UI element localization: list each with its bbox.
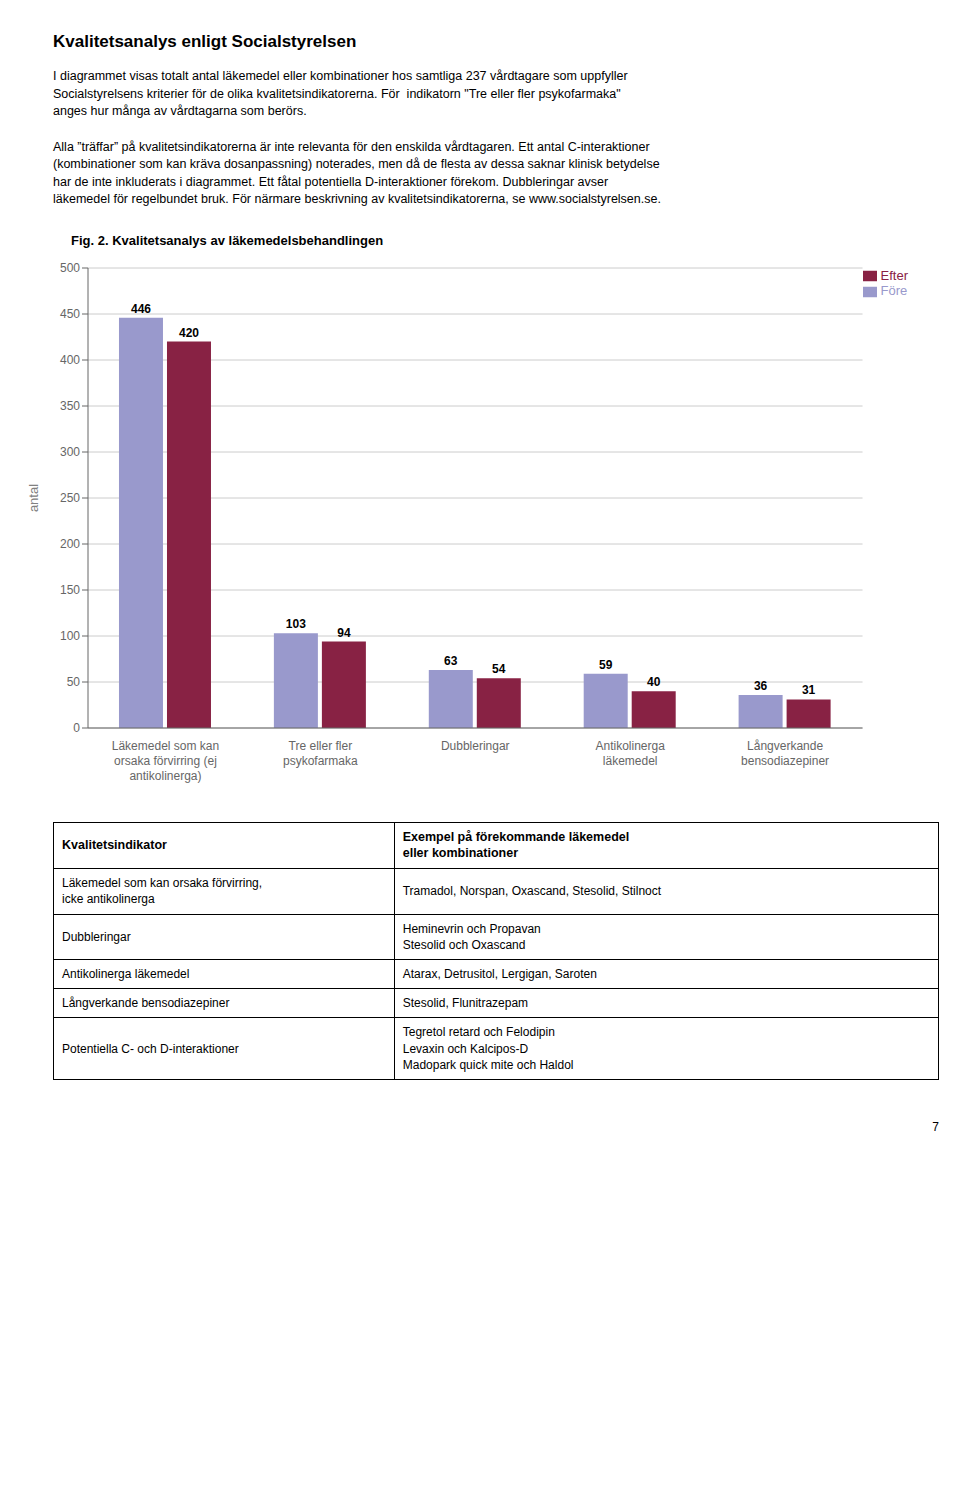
html-text:Efter: Efter: [880, 267, 908, 283]
svg-text:63: 63: [444, 654, 458, 668]
html-text:anges hur många av vårdtagarna: anges hur många av vårdtagarna som berör…: [53, 104, 307, 118]
svg-text:200: 200: [60, 537, 80, 551]
html-text:7: 7: [932, 1119, 939, 1134]
svg-text:300: 300: [60, 445, 80, 459]
html-text:Atarax, Detrusitol, Lergigan,: Atarax, Detrusitol, Lergigan, Saroten: [402, 967, 597, 981]
html-text:Före: Före: [880, 283, 908, 299]
svg-text:antal: antal: [26, 483, 41, 511]
html-text:Antikolinerga läkemedel: Antikolinerga läkemedel: [62, 967, 190, 981]
svg-text:40: 40: [647, 675, 661, 689]
svg-text:Tre eller flerpsykofarmaka: Tre eller flerpsykofarmaka: [283, 739, 358, 768]
svg-text:500: 500: [60, 261, 80, 275]
svg-text:Antikolinergaläkemedel: Antikolinergaläkemedel: [595, 739, 665, 768]
svg-text:420: 420: [179, 325, 199, 339]
html-text:har de inte inkluderats i diag: har de inte inkluderats i diagrammet. Et…: [53, 174, 609, 189]
svg-text:0: 0: [73, 721, 80, 735]
svg-text:150: 150: [60, 583, 80, 597]
html-text:Tegretol retard och Felodipin: Tegretol retard och Felodipin Levaxin oc…: [402, 1025, 574, 1072]
svg-text:400: 400: [60, 353, 80, 367]
html-text:Heminevrin och Propavan Stesol: Heminevrin och Propavan Stesolid och Oxa…: [402, 921, 541, 952]
svg-text:59: 59: [599, 657, 613, 671]
html-text:Socialstyrelsens kriterier för: Socialstyrelsens kriterier för de olika …: [53, 86, 621, 101]
svg-text:103: 103: [286, 617, 306, 631]
svg-text:Dubbleringar: Dubbleringar: [441, 739, 510, 753]
svg-text:36: 36: [754, 678, 768, 692]
html-text:Stesolid, Flunitrazepam: Stesolid, Flunitrazepam: [402, 996, 529, 1011]
svg-text:Långverkandebensodiazepiner: Långverkandebensodiazepiner: [741, 739, 829, 768]
html-text:Kvalitetsindikator: Kvalitetsindikator: [62, 837, 167, 852]
html-text:Tramadol, Norspan, Oxascand, S: Tramadol, Norspan, Oxascand, Stesolid, S…: [402, 884, 662, 899]
html-text:(kombinationer som kan kräva d: (kombinationer som kan kräva dosanpassni…: [53, 157, 660, 171]
html-text:Exempel på förekommande läkeme: Exempel på förekommande läkemedel eller …: [402, 829, 630, 861]
svg-text:350: 350: [60, 399, 80, 413]
html-text:Dubbleringar: Dubbleringar: [62, 929, 131, 944]
html-text:läkemedel för regelbundet bruk: läkemedel för regelbundet bruk. För närm…: [53, 192, 661, 206]
html-text:Fig. 2. Kvalitetsanalys av läk: Fig. 2. Kvalitetsanalys av läkemedelsbeh…: [71, 232, 384, 248]
html-text:Långverkande bensodiazepiner: Långverkande bensodiazepiner: [62, 996, 230, 1011]
svg-text:54: 54: [492, 662, 506, 676]
svg-text:31: 31: [802, 683, 816, 697]
html-text:Läkemedel som kan orsaka förvi: Läkemedel som kan orsaka förvirring, ick…: [62, 876, 263, 907]
svg-text:50: 50: [67, 675, 81, 689]
svg-text:94: 94: [337, 625, 351, 639]
svg-text:250: 250: [60, 491, 80, 505]
html-text:Kvalitetsanalys enligt Socials: Kvalitetsanalys enligt Socialstyrelsen: [53, 32, 357, 51]
html-text:Alla ”träffar” på kvalitetsind: Alla ”träffar” på kvalitetsindikatorerna…: [53, 139, 650, 154]
svg-text:450: 450: [60, 307, 80, 321]
svg-text:Läkemedel som kanorsaka förvir: Läkemedel som kanorsaka förvirring (ejan…: [112, 739, 219, 783]
svg-text:100: 100: [60, 629, 80, 643]
html-text:I diagrammet visas totalt anta: I diagrammet visas totalt antal läkemede…: [53, 69, 628, 83]
html-text:Potentiella C- och D-interakti: Potentiella C- och D-interaktioner: [62, 1041, 239, 1056]
svg-text:446: 446: [131, 301, 151, 315]
